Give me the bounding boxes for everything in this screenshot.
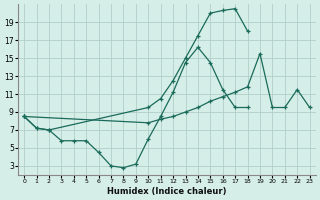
X-axis label: Humidex (Indice chaleur): Humidex (Indice chaleur) <box>107 187 227 196</box>
